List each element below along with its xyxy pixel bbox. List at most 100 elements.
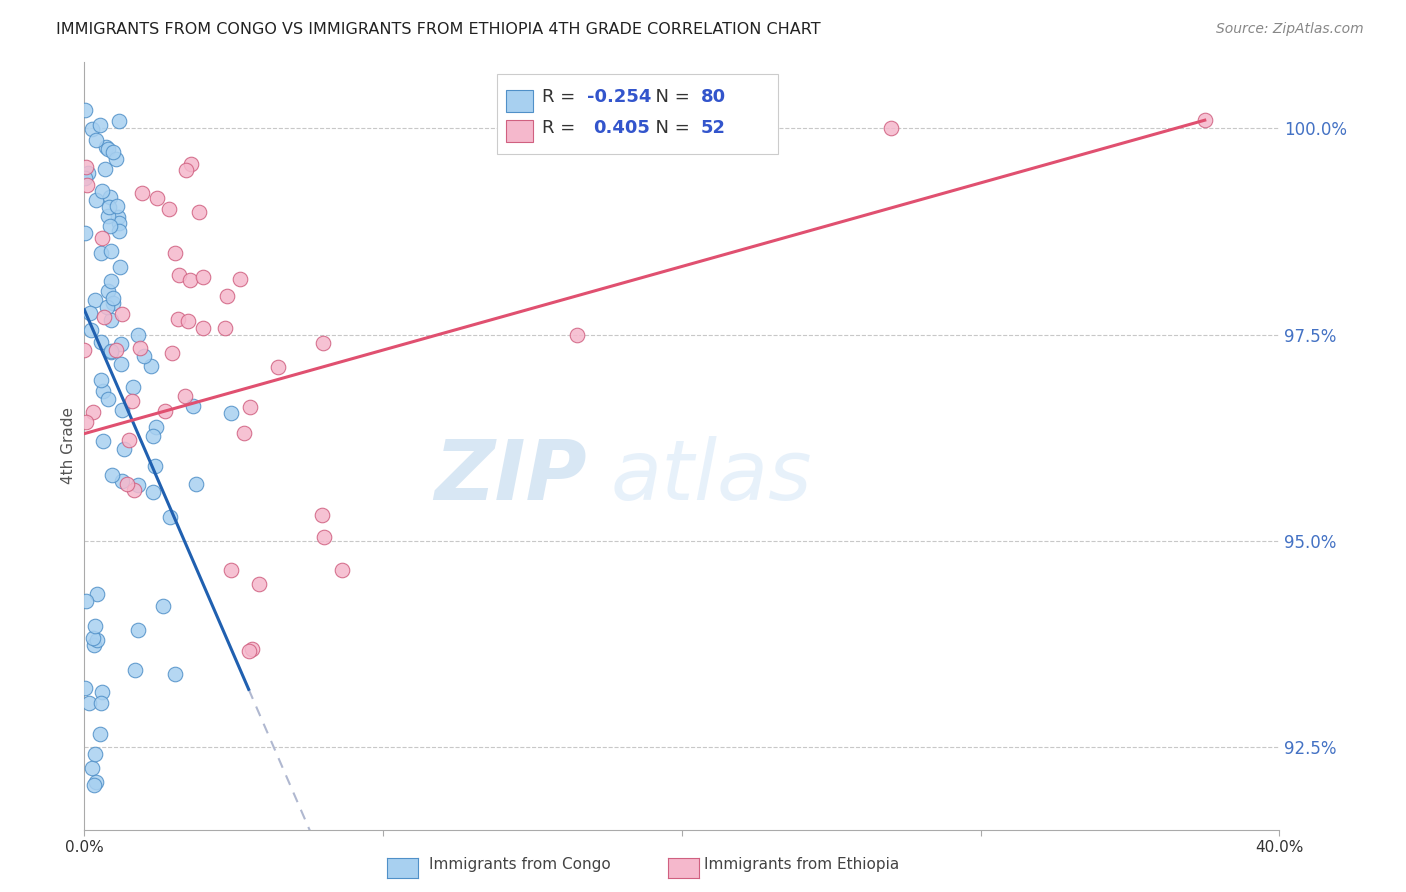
- Point: [108, 224, 131, 238]
- Point: [75, 416, 97, 430]
- Point: [84, 747, 107, 762]
- Point: [165, 666, 187, 681]
- Point: [238, 643, 260, 657]
- Point: [75, 103, 97, 117]
- Point: [232, 425, 254, 440]
- Point: [122, 483, 145, 498]
- Point: [145, 191, 167, 205]
- Point: [160, 345, 183, 359]
- Text: R =: R =: [543, 119, 586, 136]
- Point: [127, 328, 149, 343]
- Point: [193, 269, 215, 284]
- Text: ZIP: ZIP: [433, 436, 586, 517]
- Point: [84, 775, 107, 789]
- Point: [105, 199, 128, 213]
- Point: [131, 186, 153, 200]
- Point: [84, 193, 107, 207]
- FancyBboxPatch shape: [506, 89, 533, 112]
- Point: [90, 373, 112, 387]
- Point: [152, 599, 174, 614]
- Point: [91, 384, 114, 398]
- Point: [93, 310, 115, 324]
- Point: [176, 163, 198, 178]
- Text: 52: 52: [702, 119, 725, 136]
- Point: [98, 190, 121, 204]
- Point: [82, 631, 104, 645]
- Point: [75, 160, 97, 174]
- Text: -0.254: -0.254: [588, 88, 652, 106]
- Point: [145, 420, 167, 434]
- Point: [103, 295, 125, 310]
- Point: [179, 273, 201, 287]
- Point: [129, 342, 152, 356]
- Point: [181, 399, 204, 413]
- Point: [107, 210, 129, 224]
- Point: [229, 272, 252, 286]
- Point: [73, 226, 96, 240]
- Point: [104, 343, 127, 357]
- Text: atlas: atlas: [610, 436, 811, 517]
- Point: [127, 477, 149, 491]
- Point: [82, 761, 104, 775]
- Point: [73, 343, 96, 357]
- Text: R =: R =: [543, 88, 581, 106]
- Point: [100, 313, 122, 327]
- Point: [97, 209, 120, 223]
- Point: [132, 350, 155, 364]
- Point: [567, 327, 589, 342]
- Point: [127, 624, 149, 638]
- Point: [242, 642, 264, 657]
- Point: [97, 200, 120, 214]
- Point: [157, 202, 180, 217]
- Point: [104, 152, 127, 166]
- Point: [77, 696, 100, 710]
- FancyBboxPatch shape: [496, 74, 778, 154]
- Point: [79, 306, 101, 320]
- Point: [173, 389, 195, 403]
- Point: [112, 442, 135, 456]
- Point: [214, 320, 236, 334]
- Point: [177, 314, 200, 328]
- Point: [89, 118, 111, 132]
- Point: [312, 336, 335, 351]
- Point: [93, 161, 115, 176]
- Point: [90, 696, 112, 710]
- Point: [100, 345, 122, 359]
- Point: [153, 404, 176, 418]
- Point: [77, 166, 100, 180]
- Point: [101, 291, 124, 305]
- Point: [330, 563, 353, 577]
- Point: [124, 663, 146, 677]
- Point: [83, 618, 105, 632]
- Text: Immigrants from Ethiopia: Immigrants from Ethiopia: [704, 857, 898, 872]
- Point: [75, 171, 97, 186]
- Point: [97, 392, 120, 406]
- Point: [83, 638, 105, 652]
- Point: [186, 476, 208, 491]
- Point: [122, 380, 145, 394]
- Point: [1194, 113, 1216, 128]
- Point: [90, 334, 112, 349]
- Y-axis label: 4th Grade: 4th Grade: [60, 408, 76, 484]
- FancyBboxPatch shape: [506, 120, 533, 142]
- Point: [880, 121, 903, 136]
- Point: [159, 510, 181, 524]
- Point: [96, 300, 118, 314]
- Point: [142, 485, 165, 500]
- Point: [247, 576, 270, 591]
- Point: [115, 476, 138, 491]
- Point: [91, 434, 114, 449]
- Text: Source: ZipAtlas.com: Source: ZipAtlas.com: [1216, 22, 1364, 37]
- Point: [86, 633, 108, 648]
- Point: [86, 587, 108, 601]
- Point: [90, 685, 112, 699]
- Point: [110, 337, 132, 351]
- Point: [100, 274, 122, 288]
- Point: [139, 359, 162, 374]
- Point: [111, 474, 134, 488]
- Point: [239, 400, 262, 414]
- Point: [101, 145, 124, 159]
- Point: [143, 458, 166, 473]
- Point: [90, 245, 112, 260]
- Point: [142, 428, 165, 442]
